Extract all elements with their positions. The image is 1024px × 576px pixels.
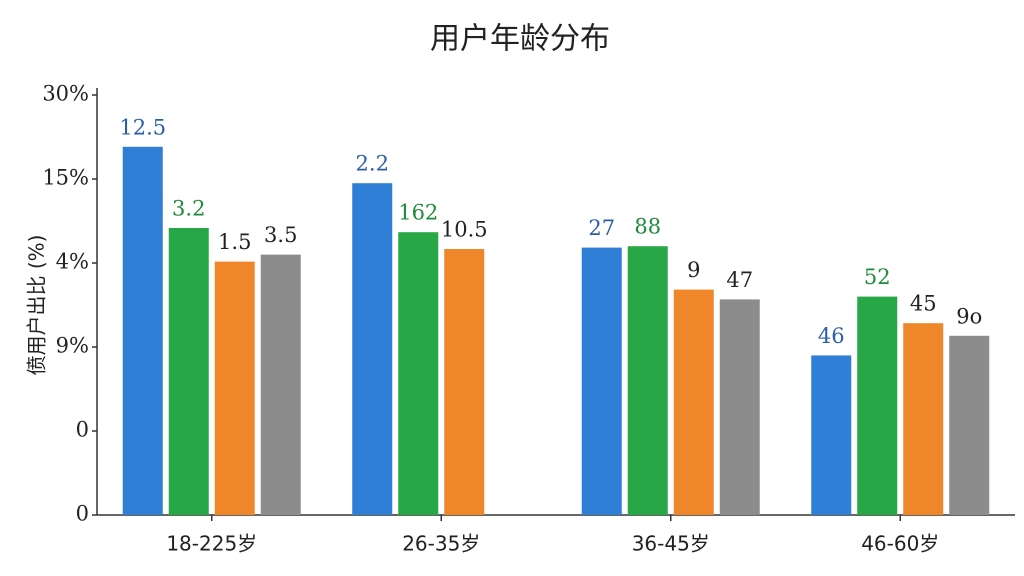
y-tick-label: 30%	[42, 82, 89, 106]
data-label: 3.5	[264, 223, 297, 247]
y-axis-label: 偾用户出比 (%)	[25, 235, 49, 376]
data-label: 45	[910, 292, 937, 316]
y-tick-label: 15%	[42, 166, 89, 190]
bar	[260, 254, 301, 515]
data-label: 1.5	[218, 230, 251, 254]
data-label: 2.2	[356, 152, 389, 176]
data-label: 27	[588, 216, 615, 240]
bar	[444, 249, 485, 515]
x-tick-label: 36-45岁	[632, 532, 710, 556]
bar	[949, 335, 990, 515]
y-tick-label: 0	[76, 502, 89, 526]
bar	[857, 296, 898, 515]
bar	[122, 146, 163, 516]
data-label: 12.5	[119, 115, 166, 139]
bar	[811, 355, 852, 515]
data-label: 46	[818, 324, 845, 348]
bar	[627, 246, 668, 515]
data-label: 10.5	[441, 218, 488, 242]
data-label: 3.2	[172, 197, 205, 221]
data-label: 9	[687, 258, 700, 282]
data-label: 52	[864, 265, 891, 289]
data-label: 47	[726, 268, 753, 292]
bar	[581, 247, 622, 515]
y-tick-label: 0	[76, 418, 89, 442]
y-tick-label: 9%	[56, 334, 89, 358]
data-label: 162	[398, 201, 438, 225]
chart-title: 用户年龄分布	[430, 22, 610, 57]
x-tick-label: 46-60岁	[861, 532, 939, 556]
bar	[168, 228, 209, 515]
bar	[352, 183, 393, 515]
y-tick-label: 4%	[56, 250, 89, 274]
bar	[903, 323, 944, 515]
data-label: 9o	[956, 304, 982, 328]
x-tick-label: 26-35岁	[402, 532, 480, 556]
x-tick-label: 18-225岁	[166, 532, 257, 556]
bar	[719, 299, 760, 515]
bar	[398, 232, 439, 515]
bar	[673, 289, 714, 515]
bar	[214, 261, 255, 515]
data-label: 88	[634, 215, 661, 239]
